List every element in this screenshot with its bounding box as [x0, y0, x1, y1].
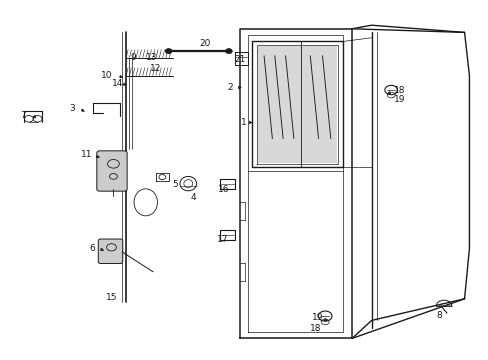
Circle shape: [165, 49, 172, 54]
Text: 9: 9: [130, 53, 136, 62]
Text: 15: 15: [105, 292, 117, 302]
Text: 5: 5: [172, 180, 178, 189]
Text: 11: 11: [81, 150, 93, 158]
Text: 18: 18: [393, 86, 405, 95]
Text: 6: 6: [89, 244, 95, 253]
Text: 2: 2: [226, 83, 232, 91]
Text: 12: 12: [149, 64, 161, 73]
Text: 14: 14: [111, 79, 123, 88]
Text: 8: 8: [435, 310, 441, 320]
Text: 3: 3: [69, 104, 75, 112]
Text: 18: 18: [309, 324, 321, 333]
Text: 19: 19: [311, 313, 323, 322]
Text: 21: 21: [233, 55, 245, 64]
Text: 19: 19: [393, 94, 405, 104]
Text: 13: 13: [145, 53, 157, 62]
FancyBboxPatch shape: [98, 239, 122, 264]
Text: 7: 7: [20, 111, 26, 120]
Text: 20: 20: [199, 40, 211, 49]
Text: 16: 16: [218, 184, 229, 194]
Circle shape: [225, 49, 232, 54]
Text: 1: 1: [240, 118, 246, 127]
Text: 4: 4: [190, 193, 196, 202]
FancyBboxPatch shape: [97, 151, 127, 191]
Text: 17: 17: [216, 235, 228, 244]
Bar: [257, 46, 337, 163]
Text: 10: 10: [101, 71, 112, 80]
